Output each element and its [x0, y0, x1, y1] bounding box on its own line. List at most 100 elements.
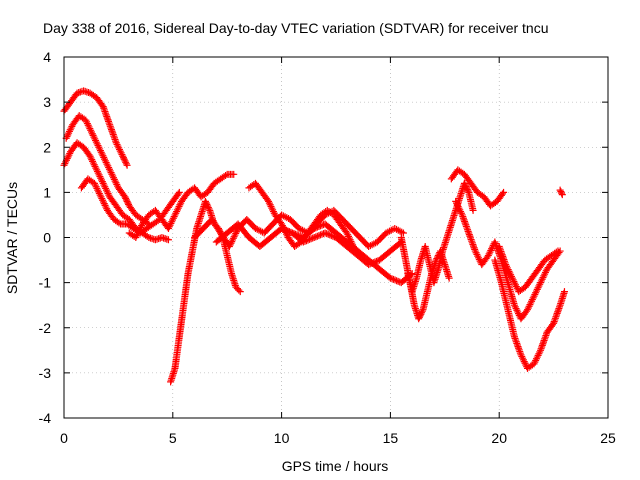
data-point	[512, 283, 520, 291]
x-tick-label: 15	[383, 430, 399, 446]
data-point	[462, 182, 470, 190]
y-tick-label: -4	[39, 410, 52, 426]
data-point	[552, 248, 560, 256]
data-point	[345, 234, 353, 242]
data-point	[166, 221, 174, 229]
data-point	[135, 227, 143, 235]
data-point	[507, 272, 515, 280]
data-point	[101, 155, 109, 163]
data-point	[93, 184, 101, 192]
data-point	[169, 216, 177, 224]
data-point	[265, 197, 273, 205]
data-point	[295, 232, 303, 240]
data-point	[502, 261, 510, 269]
series-arc2	[62, 112, 153, 228]
data-point	[101, 157, 109, 165]
data-point	[204, 203, 212, 211]
data-point	[93, 168, 101, 176]
data-point	[511, 279, 519, 287]
data-point	[560, 288, 568, 296]
data-point	[88, 156, 96, 164]
data-point	[393, 277, 401, 285]
series-arc16	[495, 243, 562, 296]
data-point	[89, 157, 97, 165]
data-point	[538, 275, 546, 283]
series-arc15	[491, 256, 568, 372]
data-point	[309, 234, 317, 242]
data-point	[96, 173, 104, 181]
data-point	[164, 224, 172, 232]
data-point	[65, 127, 73, 135]
y-tick-label: -2	[39, 320, 52, 336]
data-point	[98, 195, 106, 203]
data-point	[534, 351, 542, 359]
data-point	[100, 200, 108, 208]
data-point	[110, 175, 118, 183]
data-point	[418, 307, 426, 315]
data-point	[290, 230, 298, 238]
data-point	[104, 190, 112, 198]
data-point	[457, 208, 465, 216]
data-point	[541, 268, 549, 276]
data-point	[62, 158, 70, 166]
data-point	[203, 200, 211, 208]
data-point	[288, 229, 296, 237]
data-point	[94, 186, 102, 194]
data-point	[96, 191, 104, 199]
data-point	[93, 140, 101, 148]
y-tick-label: 1	[43, 184, 51, 200]
data-point	[312, 224, 320, 232]
data-point	[511, 303, 519, 311]
data-point	[475, 254, 483, 262]
data-point	[121, 157, 129, 165]
data-point	[119, 154, 127, 162]
data-point	[100, 181, 108, 189]
data-point	[445, 274, 453, 282]
data-point	[100, 153, 108, 161]
data-point	[503, 264, 511, 272]
data-point	[90, 179, 98, 187]
data-point	[96, 147, 104, 155]
data-point	[97, 193, 105, 201]
data-point	[525, 302, 533, 310]
data-point	[532, 356, 540, 364]
data-point	[86, 152, 94, 160]
data-point	[310, 224, 318, 232]
data-point	[535, 282, 543, 290]
data-point	[225, 243, 233, 251]
data-point	[464, 187, 472, 195]
data-point	[101, 183, 109, 191]
data-point	[222, 171, 230, 179]
data-point	[87, 128, 95, 136]
data-point	[89, 159, 97, 167]
data-point	[112, 179, 120, 187]
data-point	[104, 162, 112, 170]
data-point	[82, 116, 90, 124]
data-point	[229, 236, 237, 244]
data-point	[119, 152, 127, 160]
x-tick-label: 25	[600, 430, 616, 446]
data-point	[133, 230, 141, 238]
data-point	[528, 297, 536, 305]
data-point	[460, 179, 468, 187]
data-point	[269, 208, 277, 216]
data-point	[99, 152, 107, 160]
data-point	[513, 306, 521, 314]
data-point	[316, 222, 324, 230]
data-point	[235, 286, 243, 294]
data-point	[527, 299, 535, 307]
data-point	[541, 270, 549, 278]
data-point	[173, 206, 181, 214]
data-point	[92, 164, 100, 172]
data-point	[455, 204, 463, 212]
data-point	[61, 160, 69, 168]
data-point	[95, 143, 103, 151]
data-point	[549, 321, 557, 329]
data-point	[418, 309, 426, 317]
data-point	[503, 262, 511, 270]
series-arc10	[278, 220, 416, 287]
data-point	[174, 204, 182, 212]
data-point	[66, 126, 74, 134]
y-tick-label: -3	[39, 365, 52, 381]
data-point	[285, 228, 293, 236]
